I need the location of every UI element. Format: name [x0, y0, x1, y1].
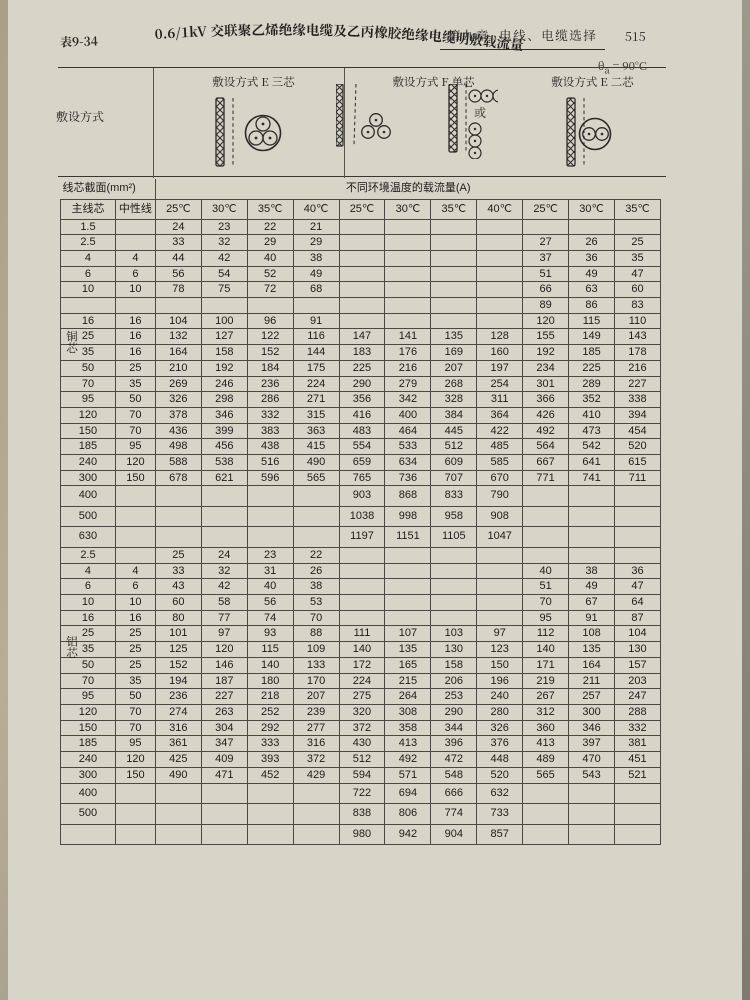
- svg-text:或: 或: [474, 104, 486, 121]
